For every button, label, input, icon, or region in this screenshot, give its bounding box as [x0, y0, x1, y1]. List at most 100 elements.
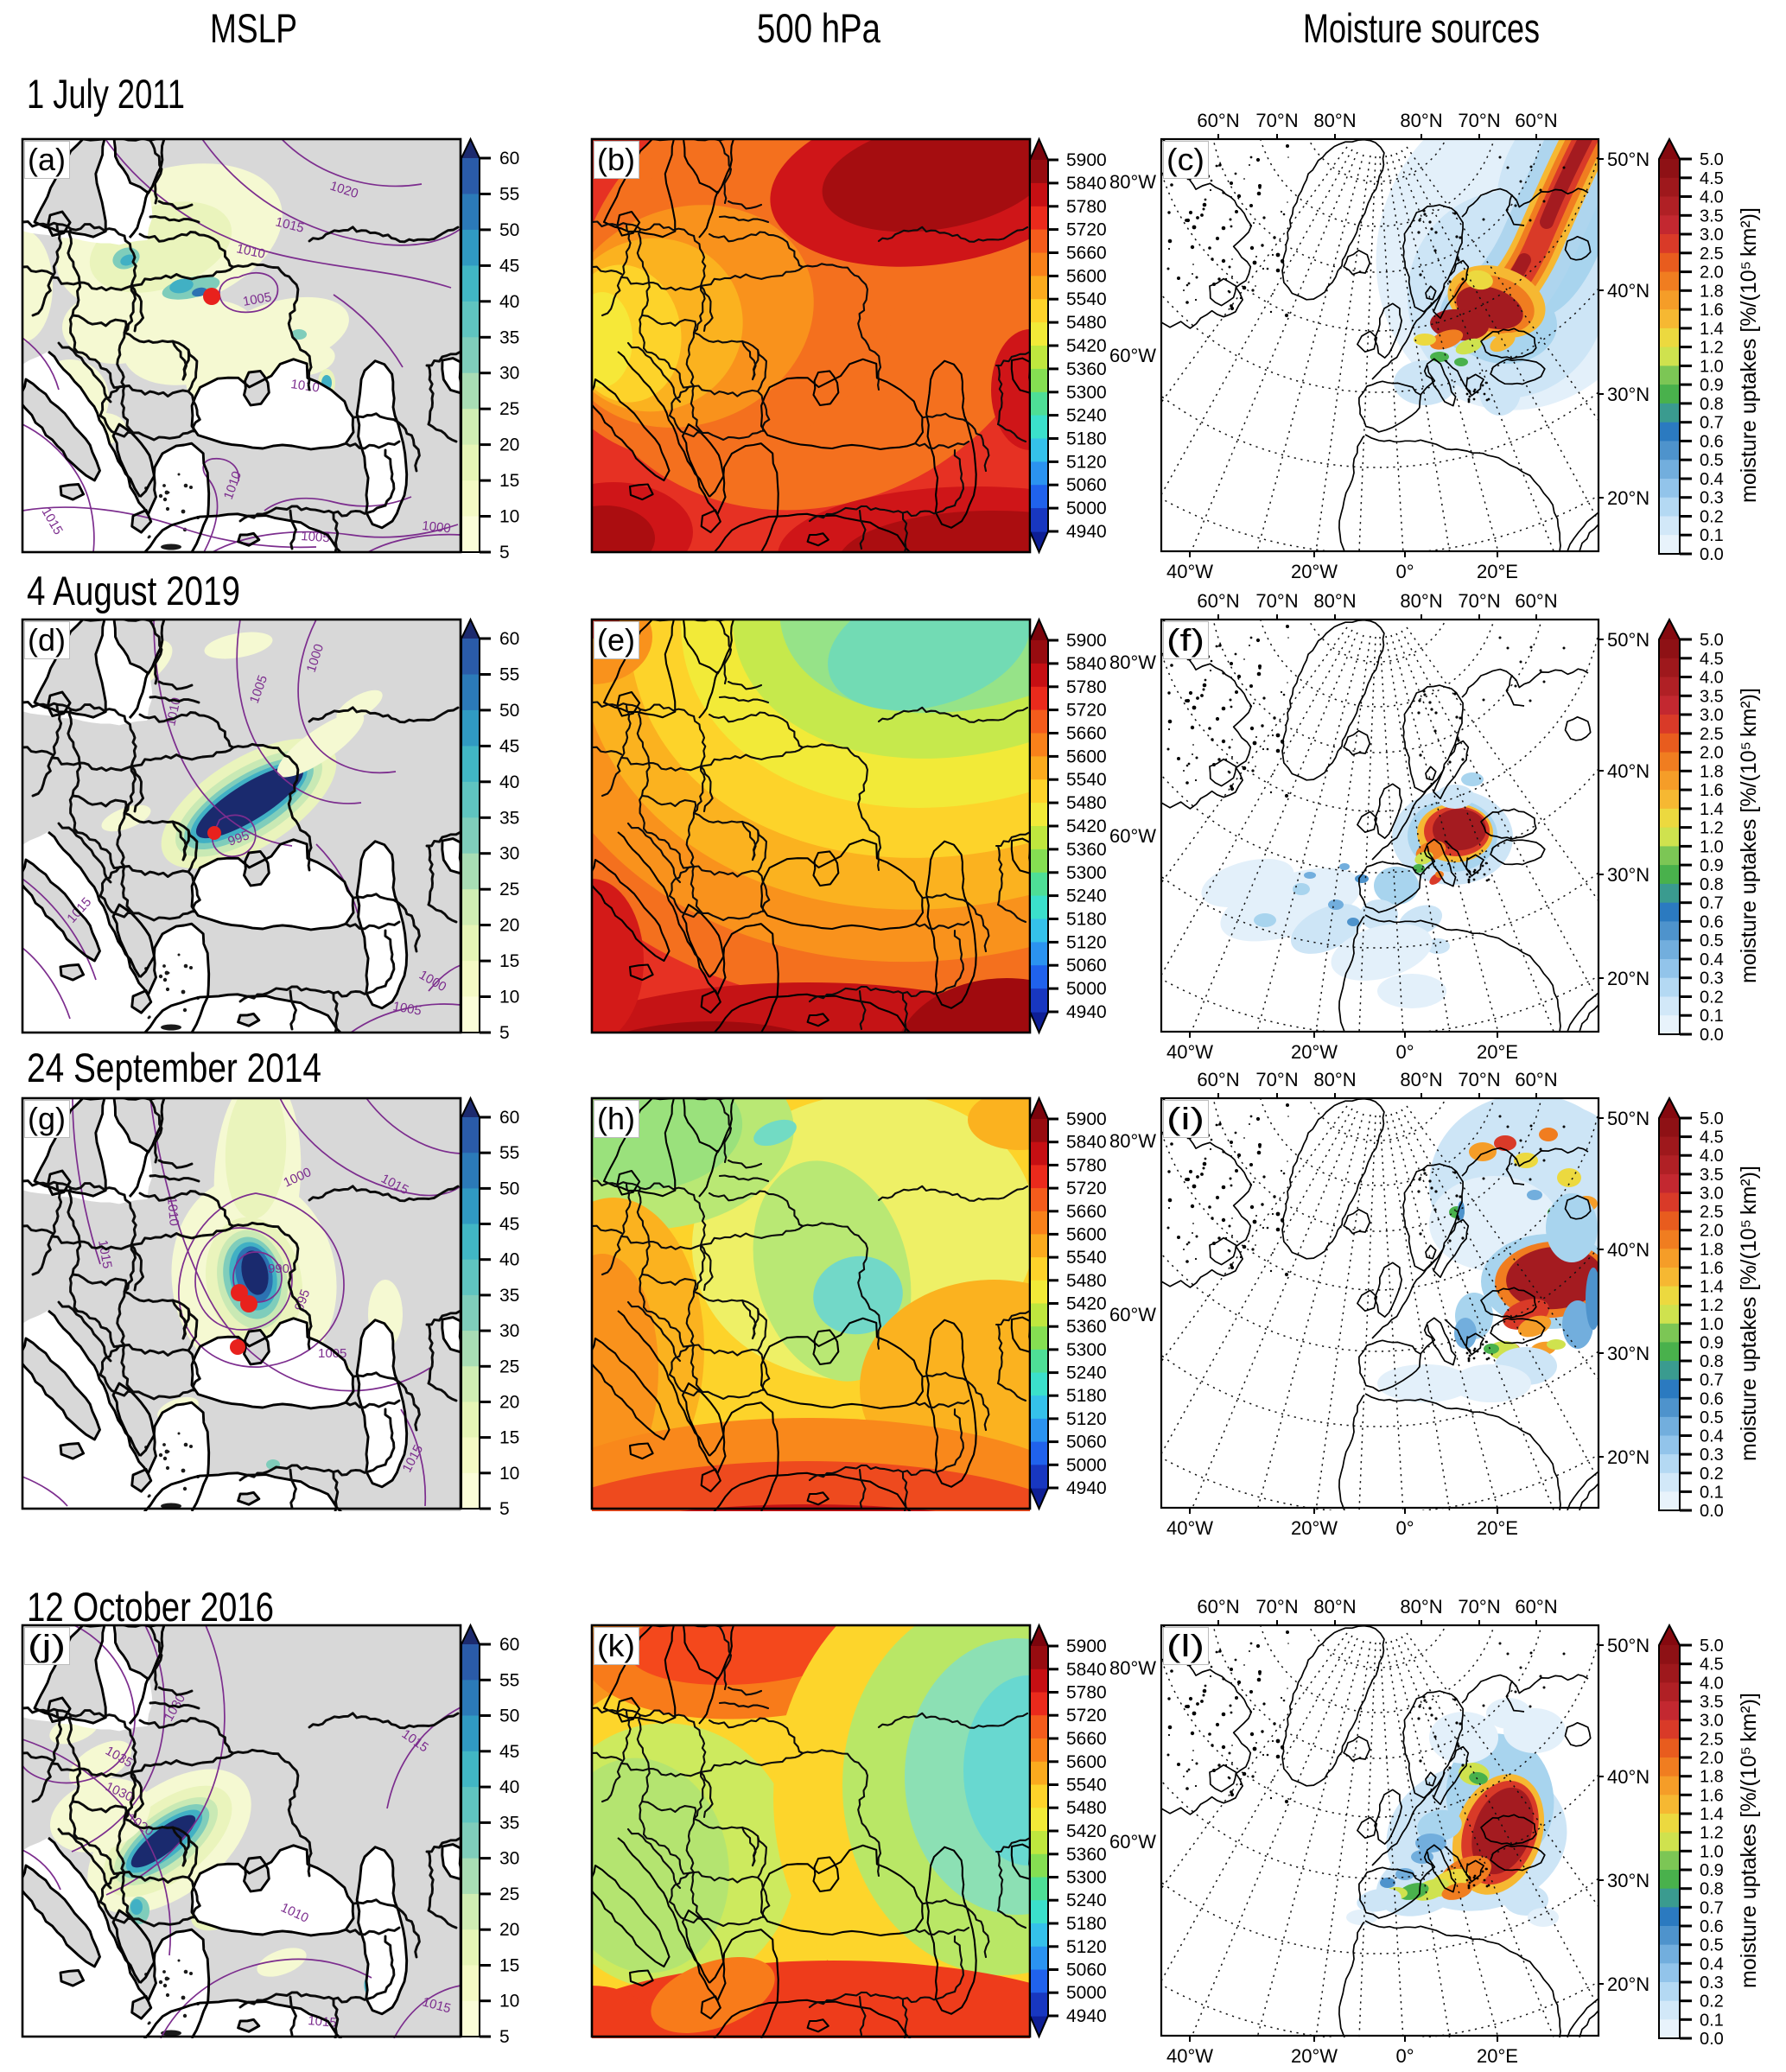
svg-text:20: 20: [499, 1920, 519, 1940]
svg-text:0.2: 0.2: [1700, 508, 1724, 527]
svg-text:0.8: 0.8: [1700, 1880, 1724, 1899]
svg-text:1.6: 1.6: [1700, 301, 1724, 320]
svg-text:55: 55: [499, 665, 519, 685]
svg-text:80°N: 80°N: [1400, 590, 1442, 612]
svg-text:10: 10: [499, 507, 519, 527]
svg-text:20°W: 20°W: [1291, 561, 1338, 582]
svg-text:40°N: 40°N: [1607, 760, 1649, 782]
svg-text:80°N: 80°N: [1313, 110, 1356, 131]
svg-text:0.1: 0.1: [1700, 1007, 1724, 1026]
svg-text:0.9: 0.9: [1700, 1333, 1724, 1352]
svg-text:5420: 5420: [1066, 817, 1107, 836]
svg-text:4940: 4940: [1066, 1478, 1107, 1498]
svg-text:5900: 5900: [1066, 150, 1107, 170]
svg-text:60°N: 60°N: [1197, 1596, 1239, 1618]
svg-text:1.0: 1.0: [1700, 1842, 1724, 1861]
svg-text:25: 25: [499, 880, 519, 899]
svg-text:(i): (i): [1166, 1101, 1204, 1136]
svg-text:5900: 5900: [1066, 631, 1107, 651]
svg-text:30: 30: [499, 364, 519, 384]
svg-text:40: 40: [499, 1777, 519, 1797]
svg-text:50°N: 50°N: [1607, 629, 1649, 651]
svg-text:0.3: 0.3: [1700, 969, 1724, 988]
svg-text:1.4: 1.4: [1700, 800, 1724, 819]
svg-text:MSLP: MSLP: [210, 5, 297, 51]
svg-text:5.0: 5.0: [1700, 1109, 1724, 1128]
svg-text:0.6: 0.6: [1700, 912, 1724, 931]
svg-text:5900: 5900: [1066, 1637, 1107, 1656]
svg-text:15: 15: [499, 471, 519, 491]
svg-text:50: 50: [499, 1707, 519, 1726]
svg-text:25: 25: [499, 1885, 519, 1904]
svg-text:4940: 4940: [1066, 1002, 1107, 1022]
svg-text:(j): (j): [28, 1628, 66, 1663]
svg-text:0.5: 0.5: [1700, 1408, 1724, 1427]
svg-text:5180: 5180: [1066, 1386, 1107, 1406]
svg-text:1010: 1010: [164, 1197, 181, 1227]
svg-text:5060: 5060: [1066, 1433, 1107, 1452]
svg-text:2.0: 2.0: [1700, 1749, 1724, 1768]
svg-text:(c): (c): [1166, 142, 1204, 177]
svg-text:24 September 2014: 24 September 2014: [27, 1045, 321, 1090]
svg-text:20°W: 20°W: [1291, 2045, 1338, 2067]
svg-text:25: 25: [499, 399, 519, 419]
svg-text:5: 5: [499, 2027, 510, 2047]
svg-text:3.5: 3.5: [1700, 207, 1724, 226]
svg-text:1.6: 1.6: [1700, 781, 1724, 800]
svg-text:1005: 1005: [301, 529, 330, 545]
svg-text:0.7: 0.7: [1700, 1898, 1724, 1917]
svg-text:30: 30: [499, 1321, 519, 1341]
svg-text:30: 30: [499, 844, 519, 864]
svg-text:5780: 5780: [1066, 197, 1107, 217]
svg-text:1.6: 1.6: [1700, 1259, 1724, 1278]
svg-text:3.0: 3.0: [1700, 1185, 1724, 1204]
svg-text:1000: 1000: [422, 518, 452, 536]
svg-text:5540: 5540: [1066, 1248, 1107, 1268]
svg-text:5240: 5240: [1066, 1363, 1107, 1383]
svg-text:5120: 5120: [1066, 452, 1107, 472]
svg-text:20: 20: [499, 1393, 519, 1413]
svg-text:80°N: 80°N: [1313, 590, 1356, 612]
svg-text:5240: 5240: [1066, 887, 1107, 906]
svg-text:20°E: 20°E: [1477, 1517, 1518, 1539]
svg-text:5420: 5420: [1066, 1821, 1107, 1841]
svg-text:(h): (h): [597, 1101, 635, 1136]
svg-text:1.0: 1.0: [1700, 1315, 1724, 1334]
svg-text:1.2: 1.2: [1700, 1296, 1724, 1315]
svg-text:50: 50: [499, 701, 519, 721]
svg-text:80°W: 80°W: [1109, 1130, 1156, 1152]
svg-text:70°N: 70°N: [1255, 590, 1298, 612]
svg-text:40°W: 40°W: [1166, 1517, 1213, 1539]
svg-text:80°N: 80°N: [1400, 1069, 1442, 1090]
svg-text:60°N: 60°N: [1197, 1069, 1239, 1090]
svg-text:5720: 5720: [1066, 1179, 1107, 1198]
svg-text:0.1: 0.1: [1700, 1483, 1724, 1502]
svg-text:5600: 5600: [1066, 1752, 1107, 1772]
svg-text:4.0: 4.0: [1700, 188, 1724, 207]
svg-text:20: 20: [499, 916, 519, 936]
svg-text:20: 20: [499, 435, 519, 455]
svg-text:0.3: 0.3: [1700, 1446, 1724, 1465]
svg-text:1.2: 1.2: [1700, 339, 1724, 358]
svg-text:5720: 5720: [1066, 1706, 1107, 1726]
svg-text:40°W: 40°W: [1166, 1041, 1213, 1063]
svg-text:5360: 5360: [1066, 840, 1107, 860]
svg-text:5000: 5000: [1066, 1455, 1107, 1475]
svg-text:0.0: 0.0: [1700, 1502, 1724, 1521]
svg-text:30°N: 30°N: [1607, 864, 1649, 886]
svg-text:4.0: 4.0: [1700, 1674, 1724, 1693]
svg-text:0.1: 0.1: [1700, 526, 1724, 545]
svg-text:5480: 5480: [1066, 793, 1107, 813]
svg-text:0.2: 0.2: [1700, 988, 1724, 1007]
svg-text:0.4: 0.4: [1700, 1954, 1724, 1973]
svg-text:0.0: 0.0: [1700, 545, 1724, 564]
svg-text:80°W: 80°W: [1109, 171, 1156, 193]
svg-text:0.7: 0.7: [1700, 1371, 1724, 1390]
svg-text:3.0: 3.0: [1700, 226, 1724, 245]
svg-text:4.5: 4.5: [1700, 1656, 1724, 1675]
svg-text:1005: 1005: [391, 999, 423, 1019]
svg-text:5540: 5540: [1066, 1776, 1107, 1796]
svg-text:45: 45: [499, 1742, 519, 1762]
svg-text:0.1: 0.1: [1700, 2011, 1724, 2030]
svg-text:30°N: 30°N: [1607, 1870, 1649, 1891]
